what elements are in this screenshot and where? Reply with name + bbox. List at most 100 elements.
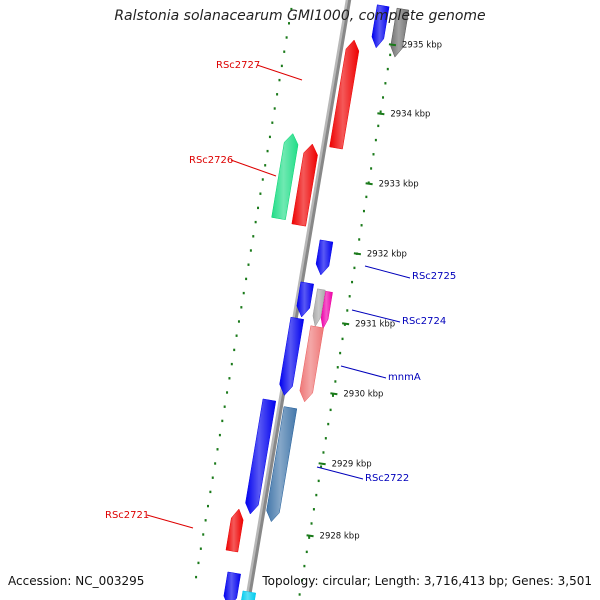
genome-title: Ralstonia solanacearum GMI1000, complete…: [114, 8, 486, 24]
gene-label-text[interactable]: RSc2727: [216, 60, 260, 71]
gene-label-text[interactable]: RSc2725: [412, 271, 456, 282]
gene-arrow[interactable]: [296, 281, 314, 318]
gene-label-text[interactable]: RSc2722: [365, 473, 409, 484]
track-dot: [257, 206, 260, 210]
track-dot: [339, 351, 342, 355]
track-dot: [240, 306, 243, 309]
track-dot: [386, 67, 389, 71]
track-dot: [211, 476, 214, 479]
track-dot: [288, 22, 291, 25]
tick-label: 2930 kbp: [343, 389, 383, 399]
track-dot: [331, 394, 334, 397]
gene-label-mnma[interactable]: mnmA: [340, 365, 421, 383]
track-dot: [324, 437, 327, 440]
gene-arrow[interactable]: [279, 316, 304, 396]
leader-line: [340, 365, 387, 379]
gene-gene-blue-d[interactable]: [245, 398, 277, 515]
track-dot: [389, 53, 392, 57]
track-dot: [348, 295, 351, 298]
track-dot: [204, 519, 207, 522]
tick-mark: [306, 534, 314, 538]
gene-arrow[interactable]: [223, 571, 241, 600]
tick-mark: [353, 252, 362, 256]
track-dot: [226, 391, 229, 394]
gene-arrow[interactable]: [291, 143, 318, 227]
gene-arrow[interactable]: [225, 508, 244, 553]
kbp-ticks: 2935 kbp 2934 kbp 2933 kbp 2932 kbp 2931 kbp…: [306, 40, 442, 541]
track-dot: [312, 508, 315, 511]
tick-mark: [318, 462, 326, 466]
gene-rsc2721[interactable]: [225, 508, 244, 553]
track-dot: [259, 192, 262, 195]
track-dot: [223, 405, 226, 408]
gene-label-rsc2726[interactable]: RSc2726: [189, 155, 277, 177]
track-dot: [237, 320, 240, 323]
track-dot: [252, 235, 255, 238]
track-dot: [285, 36, 288, 39]
track-dot: [322, 451, 325, 454]
gene-bottom-cyan[interactable]: [241, 590, 257, 600]
gene-arrow[interactable]: [299, 325, 324, 403]
tick-label: 2935 kbp: [402, 40, 442, 50]
track-dot: [247, 263, 250, 266]
gene-arrow[interactable]: [266, 406, 298, 523]
track-dot: [197, 561, 200, 565]
kbp-tick: 2934 kbp: [377, 109, 430, 119]
gene-label-rsc2721[interactable]: RSc2721: [105, 510, 194, 529]
gene-arrow[interactable]: [312, 288, 326, 328]
gene-arrow[interactable]: [245, 398, 277, 515]
gene-label-text[interactable]: mnmA: [388, 372, 421, 383]
kbp-tick: 2929 kbp: [318, 459, 372, 469]
gene-label-rsc2722[interactable]: RSc2722: [316, 466, 409, 484]
track-dot: [278, 78, 281, 82]
gene-top-blue[interactable]: [371, 4, 390, 49]
gene-label-text[interactable]: RSc2721: [105, 510, 149, 521]
tick-mark: [377, 112, 385, 116]
track-dot: [276, 93, 279, 96]
gene-label-text[interactable]: RSc2726: [189, 155, 233, 166]
gene-label-rsc2724[interactable]: RSc2724: [351, 309, 446, 327]
gene-arrow[interactable]: [271, 133, 299, 220]
gene-rsc2725[interactable]: [315, 239, 334, 276]
gene-gene-gray-small[interactable]: [312, 288, 326, 328]
track-dot: [317, 479, 320, 483]
track-dot: [271, 121, 274, 124]
kbp-tick: 2930 kbp: [330, 389, 383, 399]
track-dot: [327, 422, 330, 426]
gene-rsc2727[interactable]: [329, 39, 360, 150]
track-dot: [310, 522, 313, 525]
gene-arrow[interactable]: [320, 290, 333, 330]
gene-arrow[interactable]: [241, 590, 257, 600]
gene-features: [223, 4, 410, 600]
gene-gene-blue-b[interactable]: [296, 281, 314, 318]
gene-rsc2726[interactable]: [291, 143, 318, 227]
track-dot: [374, 138, 377, 142]
track-dot: [273, 107, 276, 110]
track-dot: [218, 433, 221, 437]
tick-label: 2934 kbp: [390, 109, 430, 119]
gene-rsc2724[interactable]: [320, 290, 333, 330]
gene-arrow[interactable]: [329, 39, 360, 150]
gene-gene-blue-c[interactable]: [279, 316, 304, 396]
track-dot: [209, 490, 212, 494]
gene-rsc2722[interactable]: [266, 406, 298, 523]
track-dot: [382, 96, 385, 99]
leader-line: [230, 159, 277, 177]
gene-rsc2726-green[interactable]: [271, 133, 299, 220]
track-dot: [266, 149, 269, 153]
track-dot: [353, 266, 356, 270]
track-dot: [268, 135, 271, 139]
gene-arrow[interactable]: [315, 239, 334, 276]
gene-label-text[interactable]: RSc2724: [402, 316, 446, 327]
track-dot: [303, 564, 306, 568]
track-dot: [264, 164, 267, 167]
track-dot: [301, 579, 304, 582]
gene-bottom-blue[interactable]: [223, 571, 241, 600]
topology-text: Topology: circular; Length: 3,716,413 bp…: [262, 574, 592, 588]
track-dot: [336, 366, 339, 369]
gene-label-rsc2725[interactable]: RSc2725: [364, 265, 456, 282]
track-dot: [235, 334, 238, 337]
gene-mnma[interactable]: [299, 325, 324, 403]
gene-arrow[interactable]: [371, 4, 390, 49]
gene-label-rsc2727[interactable]: RSc2727: [216, 60, 303, 81]
